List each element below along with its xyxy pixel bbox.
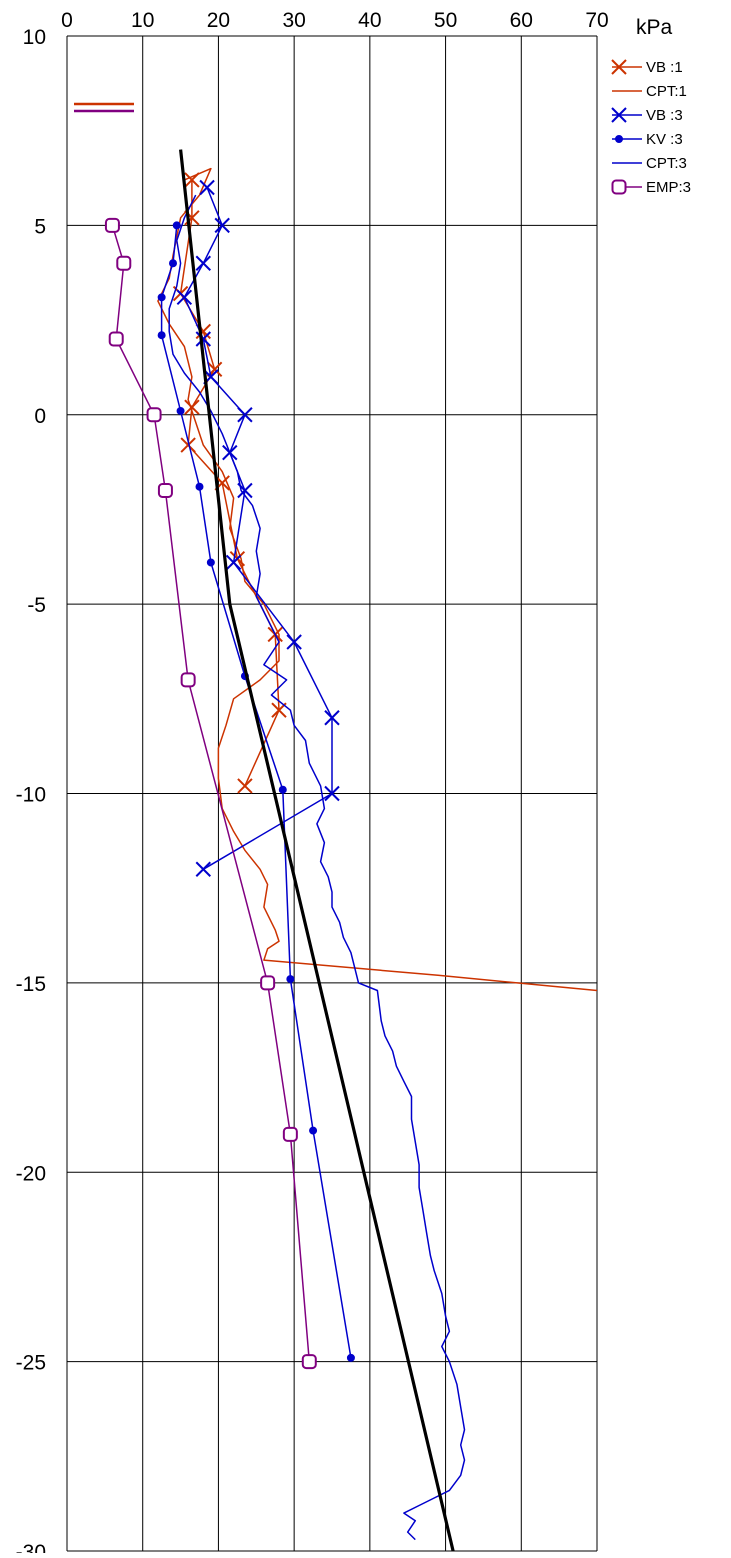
series-5-point-5 xyxy=(180,672,196,688)
x-tick-label-2: 20 xyxy=(207,9,230,32)
x-tick-label-5: 50 xyxy=(434,9,457,32)
series-3-point-11 xyxy=(346,1353,355,1362)
legend-item-4: CPT:3 xyxy=(612,155,687,172)
series-4 xyxy=(168,194,466,1541)
y-tick-label-5: -15 xyxy=(16,973,46,996)
legend-label-1: CPT:1 xyxy=(646,83,687,100)
legend-label-2: VB :3 xyxy=(646,107,683,124)
y-tick-label-2: 0 xyxy=(34,405,46,428)
series-3-point-4 xyxy=(176,406,185,415)
y-tick-label-7: -25 xyxy=(16,1352,46,1375)
series-0-point-5 xyxy=(184,399,200,415)
series-3-point-5 xyxy=(195,482,204,491)
series-2-point-3 xyxy=(176,289,193,306)
series-layer xyxy=(104,149,598,1552)
legend-marker-2 xyxy=(611,107,627,123)
series-line-4 xyxy=(168,194,466,1541)
legend: VB :1 CPT:1 VB :3 KV :3 CPT:3 EMP:3 xyxy=(611,59,691,196)
legend-label-3: KV :3 xyxy=(646,131,683,148)
top-left-line-swatches xyxy=(74,102,134,113)
legend-item-2: VB :3 xyxy=(611,107,683,124)
series-2-point-0 xyxy=(199,179,215,196)
x-tick-label-3: 30 xyxy=(282,9,305,32)
series-2-point-11 xyxy=(324,710,340,726)
legend-item-1: CPT:1 xyxy=(612,83,687,100)
series-5-point-1 xyxy=(116,255,132,271)
y-tick-label-0: 10 xyxy=(23,26,46,49)
series-5-point-8 xyxy=(301,1354,317,1370)
legend-item-5: EMP:3 xyxy=(611,179,691,196)
legend-item-0: VB :1 xyxy=(611,59,683,76)
series-2-point-2 xyxy=(195,255,211,271)
series-3-point-2 xyxy=(157,293,166,302)
series-2-point-10 xyxy=(286,634,302,650)
legend-marker-3 xyxy=(615,135,623,143)
legend-marker-5 xyxy=(611,179,627,195)
series-2-point-6 xyxy=(237,407,253,423)
series-line-1 xyxy=(157,167,598,992)
legend-item-3: KV :3 xyxy=(612,131,683,148)
y-tick-label-4: -10 xyxy=(16,784,46,807)
series-5-point-7 xyxy=(282,1126,298,1142)
series-2-point-9 xyxy=(225,554,242,571)
series-3-point-8 xyxy=(278,785,287,794)
series-3-point-0 xyxy=(172,221,181,230)
series-2-point-1 xyxy=(214,217,230,234)
series-5 xyxy=(104,217,317,1370)
x-tick-label-7: 70 xyxy=(585,9,608,32)
series-3-point-1 xyxy=(169,259,177,268)
series-0-point-11 xyxy=(237,778,253,794)
series-5-point-6 xyxy=(260,975,276,991)
series-2-point-12 xyxy=(324,785,340,802)
series-2-point-4 xyxy=(195,331,211,347)
series-5-point-2 xyxy=(108,331,124,347)
series-3-point-10 xyxy=(309,1126,318,1135)
series-line-2 xyxy=(183,187,333,870)
y-tick-label-1: 5 xyxy=(34,215,46,238)
series-3-point-9 xyxy=(286,975,295,984)
series-1 xyxy=(157,167,598,992)
legend-label-4: CPT:3 xyxy=(646,155,687,172)
y-tick-label-6: -20 xyxy=(16,1162,46,1185)
series-6 xyxy=(179,149,455,1552)
series-5-point-4 xyxy=(157,483,173,498)
x-tick-label-0: 0 xyxy=(61,9,73,32)
y-tick-label-8: -30 xyxy=(16,1541,46,1553)
series-5-point-0 xyxy=(104,217,120,233)
x-axis-unit-label: kPa xyxy=(636,16,673,39)
x-tick-label-4: 40 xyxy=(358,9,381,32)
x-tick-label-6: 60 xyxy=(510,9,533,32)
series-line-6 xyxy=(179,149,455,1552)
series-5-point-3 xyxy=(146,407,162,423)
legend-label-0: VB :1 xyxy=(646,59,683,76)
legend-marker-0 xyxy=(611,59,627,75)
series-3-point-6 xyxy=(206,558,215,567)
series-line-3 xyxy=(160,225,352,1358)
series-0-point-6 xyxy=(180,437,196,453)
series-3-point-3 xyxy=(157,331,166,340)
series-2-point-13 xyxy=(195,861,211,877)
legend-label-5: EMP:3 xyxy=(646,179,691,196)
y-tick-label-3: -5 xyxy=(27,594,46,617)
x-tick-label-1: 10 xyxy=(131,9,154,32)
